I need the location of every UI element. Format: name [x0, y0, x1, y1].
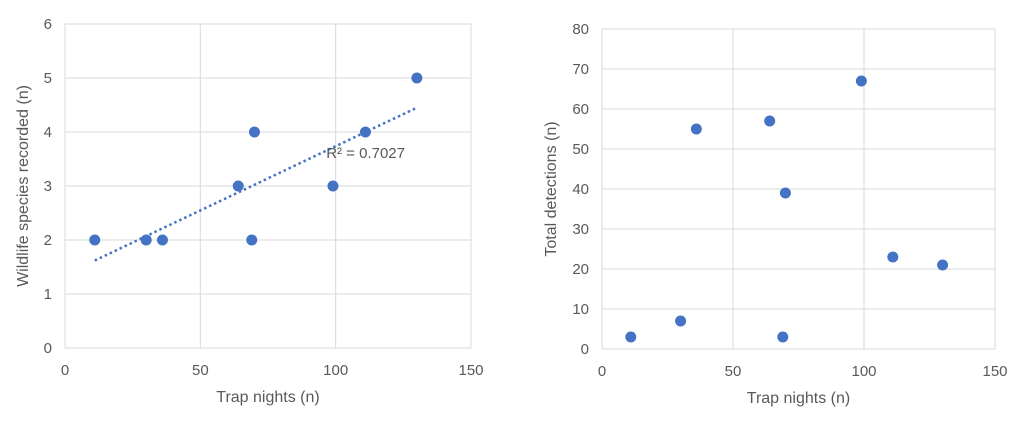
data-point: [156, 234, 168, 246]
data-point: [887, 251, 899, 263]
y-tick-label: 20: [572, 261, 589, 278]
data-point: [232, 180, 244, 192]
x-tick-label: 150: [458, 362, 483, 379]
data-point: [625, 331, 637, 343]
y-tick-label: 2: [44, 232, 52, 249]
y-tick-label: 0: [581, 341, 589, 358]
data-point: [359, 126, 371, 138]
y-tick-label: 3: [44, 178, 52, 195]
data-point: [779, 187, 791, 199]
y-tick-label: 70: [572, 61, 589, 78]
data-point: [140, 234, 152, 246]
y-tick-label: 0: [44, 340, 52, 357]
data-point: [937, 259, 949, 271]
y-tick-label: 50: [572, 141, 589, 158]
data-point: [248, 126, 260, 138]
data-point: [675, 315, 687, 327]
y-tick-label: 40: [572, 181, 589, 198]
y-tick-label: 4: [44, 124, 52, 141]
y-tick-label: 1: [44, 286, 52, 303]
detections-scatter-svg: 0 50 100 150 0 10 20 30 40 50 60 70 80 Trap nights (n…: [543, 21, 1008, 407]
y-tick-label: 30: [572, 221, 589, 238]
y-tick-label: 60: [572, 101, 589, 118]
x-tick-label: 150: [982, 363, 1007, 380]
r-squared-label: R² = 0.7027: [326, 145, 405, 162]
data-point: [764, 115, 776, 127]
y-axis-title: Total detections (n): [543, 121, 560, 256]
plot-area: 0 50 100 150 0 1 2 3 4 5 6 Trap nights (n) Wildlife …: [15, 16, 484, 406]
y-tick-label: 6: [44, 16, 52, 33]
data-point: [777, 331, 789, 343]
data-point: [690, 123, 702, 135]
y-axis-title: Wildlife species recorded (n): [15, 85, 32, 287]
x-tick-label: 0: [61, 362, 69, 379]
y-tick-label: 80: [572, 21, 589, 38]
x-tick-label: 100: [323, 362, 348, 379]
y-tick-label: 5: [44, 70, 52, 87]
data-point: [89, 234, 101, 246]
x-tick-label: 50: [192, 362, 209, 379]
data-point: [327, 180, 339, 192]
detections-scatter-chart: 0 50 100 150 0 10 20 30 40 50 60 70 80 Trap nights (n…: [520, 0, 1024, 416]
x-tick-label: 100: [851, 363, 876, 380]
x-axis-title: Trap nights (n): [216, 389, 319, 406]
plot-area: 0 50 100 150 0 10 20 30 40 50 60 70 80 Trap nights (n…: [543, 21, 1008, 407]
data-point: [411, 72, 423, 84]
y-tick-label: 10: [572, 301, 589, 318]
data-point: [855, 75, 867, 87]
data-point: [246, 234, 258, 246]
species-scatter-svg: 0 50 100 150 0 1 2 3 4 5 6 Trap nights (n) Wildlife …: [15, 16, 484, 406]
species-scatter-chart: 0 50 100 150 0 1 2 3 4 5 6 Trap nights (n) Wildlife …: [0, 0, 500, 416]
x-axis-title: Trap nights (n): [747, 390, 850, 407]
x-tick-label: 50: [725, 363, 742, 380]
x-tick-label: 0: [598, 363, 606, 380]
